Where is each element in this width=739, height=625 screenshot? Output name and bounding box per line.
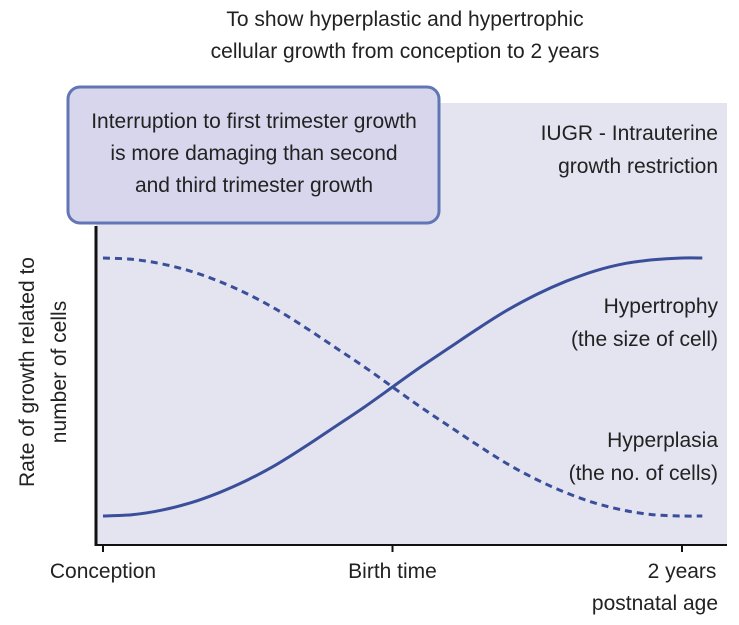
iugr-annotation: IUGR - Intrauterine growth restriction [541, 122, 718, 178]
series-label-hyperplasia: (the no. of cells) [569, 462, 718, 485]
chart-title: To show hyperplastic and hypertrophic cel… [211, 8, 600, 63]
callout-text-line: and third trimester growth [135, 174, 373, 197]
title-line: To show hyperplastic and hypertrophic [226, 8, 583, 31]
callout-box-frame [66, 85, 441, 225]
series-labels: Hypertrophy (the size of cell) Hyperplasia… [569, 295, 719, 485]
series-line-hyperplasia [102, 256, 703, 518]
x-tick-label: Birth time [348, 560, 437, 583]
series-label-hypertrophy: Hypertrophy [604, 295, 719, 318]
callout-text-line: is more damaging than second [110, 142, 397, 165]
x-tick-label: postnatal age [592, 592, 718, 615]
iugr-text-line: IUGR - Intrauterine [541, 122, 718, 145]
y-axis-label: Rate of growth related to number of cells [16, 257, 71, 487]
callout-text-line: Interruption to first trimester growth [91, 110, 417, 133]
x-tick-label: Conception [50, 560, 156, 583]
iugr-text-line: growth restriction [558, 155, 718, 178]
ylabel-line: number of cells [48, 301, 71, 443]
x-tick-label: 2 years [648, 560, 717, 583]
title-line: cellular growth from conception to 2 yea… [211, 40, 600, 63]
series-label-hypertrophy: (the size of cell) [571, 328, 718, 351]
x-axis-ticks: Conception Birth time 2 years postnatal age [50, 545, 718, 615]
series-group [102, 256, 703, 518]
series-label-hyperplasia: Hyperplasia [607, 429, 718, 452]
ylabel-line: Rate of growth related to [16, 257, 39, 487]
series-line-hypertrophy [102, 256, 703, 518]
callout-box: Interruption to first trimester growth is… [66, 85, 441, 225]
